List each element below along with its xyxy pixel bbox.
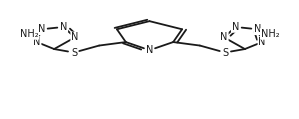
- Text: N: N: [146, 45, 153, 55]
- Text: S: S: [222, 47, 228, 57]
- Text: NH₂: NH₂: [20, 29, 38, 39]
- Text: N: N: [71, 32, 79, 42]
- Text: N: N: [220, 32, 228, 42]
- Text: N: N: [254, 24, 261, 34]
- Text: N: N: [60, 22, 67, 32]
- Text: N: N: [38, 24, 45, 34]
- Text: N: N: [33, 37, 41, 47]
- Text: N: N: [258, 37, 266, 47]
- Text: N: N: [232, 22, 239, 32]
- Text: NH₂: NH₂: [261, 29, 279, 39]
- Text: S: S: [71, 47, 77, 57]
